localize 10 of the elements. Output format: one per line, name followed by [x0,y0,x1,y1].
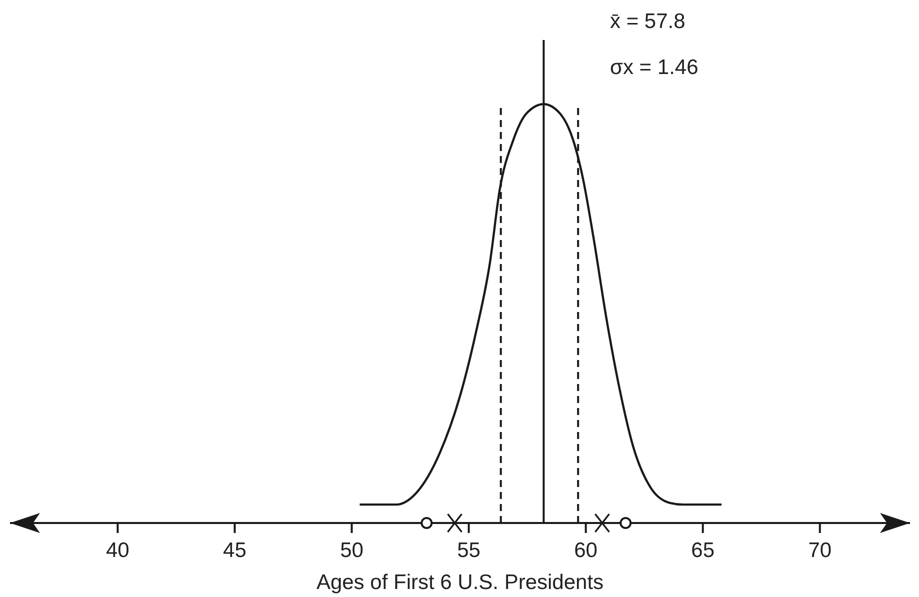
x-axis-title: Ages of First 6 U.S. Presidents [316,571,604,594]
x-tick-label: 55 [457,539,480,562]
text: x̄ = 57.8 [610,10,686,33]
x-tick-label: 70 [808,539,832,562]
text: σx = 1.46 [610,56,698,79]
x-tick-label: 60 [574,539,598,562]
x-tick-label: 40 [106,539,130,562]
x-tick-label: 65 [691,539,715,562]
x-tick-label: 45 [223,539,246,562]
x-tick-label: 50 [340,539,364,562]
